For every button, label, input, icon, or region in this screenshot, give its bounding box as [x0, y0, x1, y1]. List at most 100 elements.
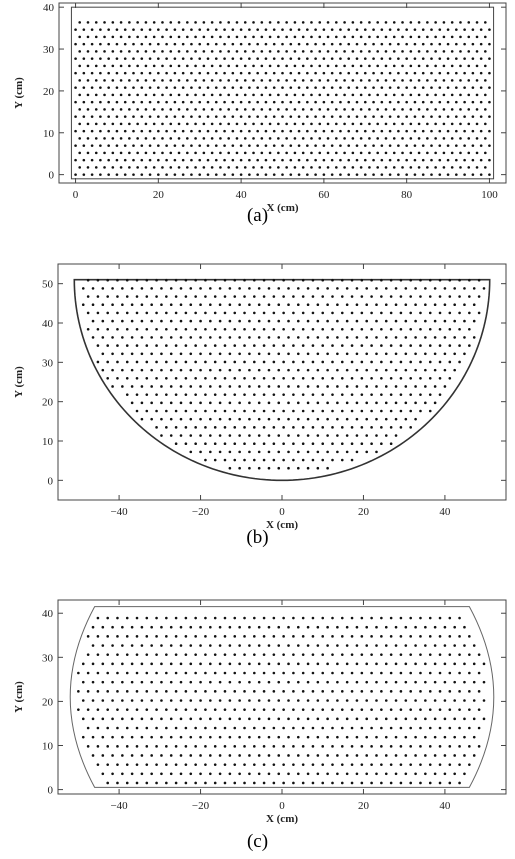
data-point: [132, 28, 135, 31]
data-point: [74, 71, 77, 75]
data-point: [375, 368, 378, 372]
data-point: [430, 129, 433, 133]
data-point: [301, 409, 305, 413]
data-point: [223, 57, 226, 60]
data-point: [202, 166, 206, 169]
data-point: [301, 377, 305, 380]
data-point: [277, 717, 281, 721]
data-point: [155, 781, 158, 785]
data-point: [135, 327, 139, 331]
data-point: [442, 50, 446, 53]
data-point: [389, 426, 393, 429]
data-point: [326, 434, 329, 437]
data-point: [135, 726, 139, 730]
data-point: [144, 79, 148, 82]
data-point: [252, 21, 255, 24]
data-point: [111, 108, 115, 111]
data-point: [101, 662, 105, 666]
data-point: [475, 166, 479, 169]
data-point: [243, 50, 247, 53]
data-point: [204, 393, 207, 396]
data-point: [351, 35, 355, 39]
data-point: [438, 726, 442, 730]
data-point: [262, 458, 266, 462]
data-point: [347, 86, 351, 89]
data-point: [145, 295, 149, 298]
data-point: [394, 319, 398, 323]
data-point: [257, 385, 261, 388]
data-point: [292, 690, 295, 693]
data-point: [277, 434, 281, 437]
data-point: [238, 368, 241, 372]
data-point: [144, 151, 148, 155]
data-point: [103, 166, 106, 169]
data-point: [199, 434, 202, 437]
data-point: [336, 368, 339, 372]
data-point: [238, 772, 241, 776]
data-point: [458, 671, 461, 675]
data-point: [130, 625, 134, 629]
data-point: [130, 287, 134, 290]
data-point: [343, 137, 346, 140]
data-point: [252, 151, 255, 155]
data-point: [204, 781, 207, 785]
data-point: [433, 754, 437, 757]
data-point: [355, 417, 359, 421]
data-point: [238, 417, 241, 421]
data-point: [340, 671, 344, 675]
data-point: [179, 319, 183, 323]
data-point: [414, 303, 417, 307]
data-point: [363, 100, 367, 104]
data-point: [214, 86, 218, 89]
data-point: [150, 680, 153, 684]
data-point: [177, 50, 181, 53]
data-point: [314, 57, 317, 60]
data-point: [90, 144, 94, 147]
data-point: [179, 717, 183, 721]
data-point: [292, 311, 295, 315]
data-point: [301, 35, 305, 39]
data-point: [287, 735, 290, 739]
data-point: [331, 278, 334, 282]
data-point: [121, 303, 124, 307]
data-point: [256, 100, 259, 104]
data-point: [384, 735, 388, 739]
data-point: [316, 625, 320, 629]
data-point: [267, 625, 271, 629]
data-point: [419, 393, 422, 396]
data-point: [256, 144, 259, 147]
data-point: [272, 458, 276, 462]
data-point: [148, 42, 152, 46]
data-point: [111, 336, 114, 339]
data-point: [223, 71, 226, 75]
data-point: [121, 319, 124, 323]
data-point: [401, 108, 404, 111]
data-point: [287, 303, 290, 307]
data-point: [316, 368, 320, 372]
data-point: [433, 772, 437, 776]
data-point: [111, 50, 115, 53]
data-point: [213, 393, 217, 396]
data-point: [306, 680, 310, 684]
data-point: [458, 745, 461, 748]
data-point: [399, 708, 403, 711]
data-point: [336, 287, 339, 290]
data-point: [267, 717, 271, 721]
data-point: [384, 319, 388, 323]
data-point: [438, 344, 442, 347]
data-point: [316, 417, 320, 421]
data-point: [130, 717, 134, 721]
data-point: [343, 108, 346, 111]
data-point: [174, 763, 178, 766]
data-point: [198, 42, 202, 46]
data-point: [419, 726, 422, 730]
data-point: [297, 173, 301, 176]
data-point: [311, 344, 315, 347]
data-point: [238, 699, 241, 702]
data-point: [331, 442, 334, 445]
data-point: [204, 442, 207, 445]
data-point: [409, 781, 413, 785]
data-point: [248, 57, 251, 60]
data-point: [128, 79, 131, 82]
data-point: [306, 336, 310, 339]
